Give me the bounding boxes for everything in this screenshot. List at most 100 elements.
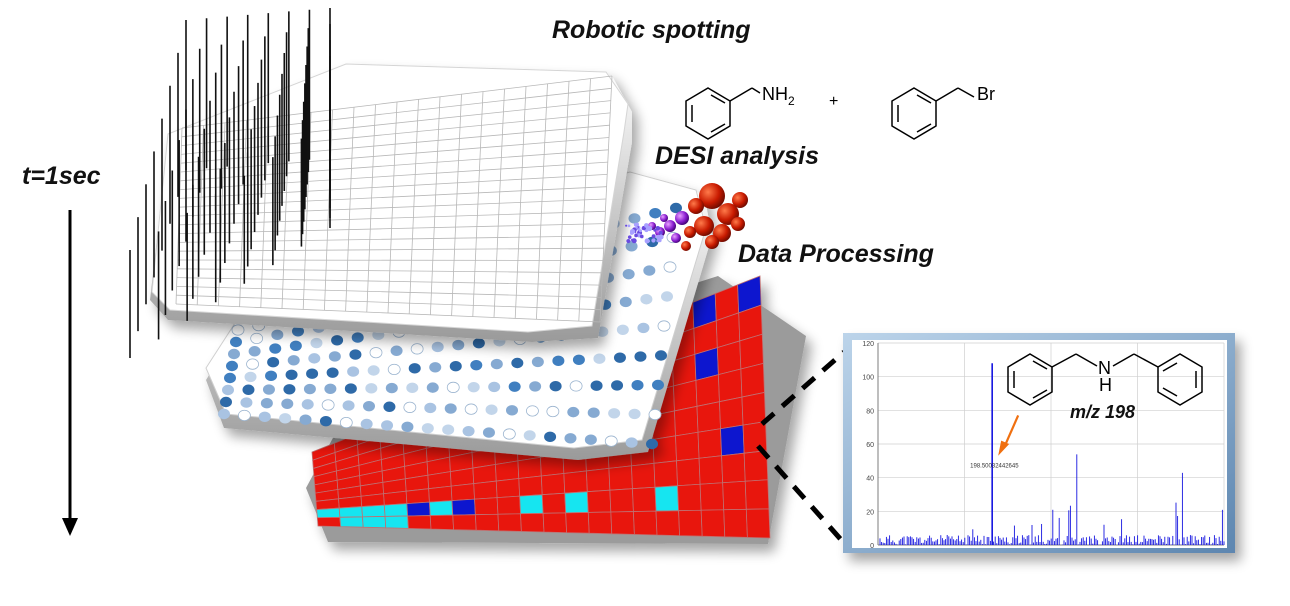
- sample-spot: [604, 435, 618, 447]
- sample-spot: [240, 397, 253, 408]
- sample-spot: [292, 326, 304, 337]
- sample-spot: [230, 336, 242, 348]
- spray-particle: [644, 223, 649, 228]
- grid-line: [176, 286, 602, 298]
- spray-droplet: [732, 192, 748, 208]
- sample-spot: [625, 437, 638, 448]
- spray-particle: [652, 238, 656, 242]
- hit-cell: [745, 508, 771, 539]
- hit-cell: [654, 485, 679, 512]
- sample-spot: [237, 409, 251, 422]
- sample-spot: [613, 352, 626, 363]
- hit-cell: [316, 516, 342, 528]
- grid-line: [430, 96, 441, 315]
- hit-cell: [722, 480, 747, 511]
- sample-spot: [426, 382, 439, 393]
- benzyl-bromide-structure: [891, 87, 975, 140]
- spray-particle: [651, 234, 656, 239]
- sample-spot: [218, 408, 230, 420]
- hit-cell: [585, 467, 611, 493]
- hit-cell: [452, 514, 477, 531]
- hit-cell: [361, 504, 386, 518]
- sample-spot: [406, 382, 419, 394]
- sample-spot: [546, 405, 560, 418]
- sample-spot: [387, 363, 401, 376]
- plus-sign: +: [829, 93, 838, 110]
- hit-cell: [338, 506, 363, 518]
- sample-spot: [331, 335, 344, 346]
- hit-cell: [496, 495, 521, 515]
- hit-cell: [699, 482, 725, 511]
- hit-cell: [698, 455, 724, 485]
- sample-spot: [564, 433, 577, 444]
- sample-spot: [431, 341, 444, 353]
- sample-spot: [649, 208, 662, 219]
- sample-spot: [326, 367, 339, 378]
- sample-spot: [385, 382, 398, 394]
- data-processing-label: Data Processing: [738, 240, 934, 268]
- sample-spot: [287, 355, 300, 366]
- sample-spot: [383, 401, 396, 412]
- y-tick-label: 120: [862, 341, 874, 348]
- sample-spot: [608, 408, 621, 419]
- sample-spot: [222, 384, 234, 396]
- time-label: t=1sec: [22, 162, 101, 190]
- hit-cell: [495, 460, 520, 482]
- grid-line: [176, 277, 602, 286]
- sample-spot: [265, 370, 278, 382]
- hit-cell: [407, 515, 432, 530]
- hit-cell: [610, 511, 635, 535]
- sample-spot: [549, 380, 562, 392]
- sample-spot: [552, 355, 565, 367]
- sample-spot: [310, 337, 323, 349]
- grid-line: [178, 210, 606, 226]
- sample-spot: [452, 339, 465, 351]
- spray-droplet: [681, 241, 691, 251]
- spray-particle: [639, 234, 644, 239]
- sample-spot: [619, 296, 632, 308]
- hit-cell: [586, 489, 612, 513]
- spray-droplet: [694, 216, 714, 236]
- hit-cell: [744, 479, 770, 510]
- sample-spot: [628, 213, 641, 224]
- hit-cell: [360, 493, 385, 508]
- mz-label: m/z 198: [1070, 402, 1135, 422]
- y-tick-label: 60: [866, 442, 874, 449]
- sample-spot: [246, 358, 259, 370]
- sample-spot: [625, 241, 638, 252]
- peak-arrow: [1003, 414, 1020, 448]
- grid-line: [178, 235, 605, 243]
- sample-spot: [593, 353, 606, 364]
- benzylamine-structure: [685, 87, 761, 140]
- grid-line: [178, 223, 605, 234]
- time-arrow-head: [62, 518, 78, 536]
- hit-cell: [339, 516, 364, 528]
- sample-spot: [324, 383, 337, 395]
- spray-droplet: [671, 233, 681, 243]
- hit-cell: [473, 480, 498, 500]
- grid-line: [536, 83, 548, 320]
- hit-cell: [723, 508, 748, 538]
- hit-cell: [652, 435, 677, 464]
- sample-spot: [643, 265, 656, 276]
- sample-spot: [289, 340, 302, 351]
- zoom-line-top: [760, 350, 846, 426]
- hit-cell: [697, 428, 723, 459]
- grid-line: [493, 88, 505, 318]
- hit-cell: [540, 473, 566, 496]
- hit-cell: [449, 467, 475, 487]
- sample-spot: [303, 383, 316, 395]
- sample-spot: [567, 406, 580, 418]
- spray-droplet: [699, 183, 725, 209]
- sample-spot: [344, 383, 357, 394]
- y-tick-label: 0: [870, 543, 874, 550]
- hit-cell: [564, 491, 589, 514]
- hit-cell: [362, 516, 387, 529]
- hit-cell: [405, 488, 430, 505]
- spray-particle: [647, 239, 651, 243]
- sample-spot: [464, 403, 478, 415]
- sample-spot: [628, 408, 641, 420]
- target-peak-label: 198.50032442645: [970, 464, 1019, 470]
- sample-spot: [328, 351, 341, 362]
- spray-droplet: [660, 214, 668, 222]
